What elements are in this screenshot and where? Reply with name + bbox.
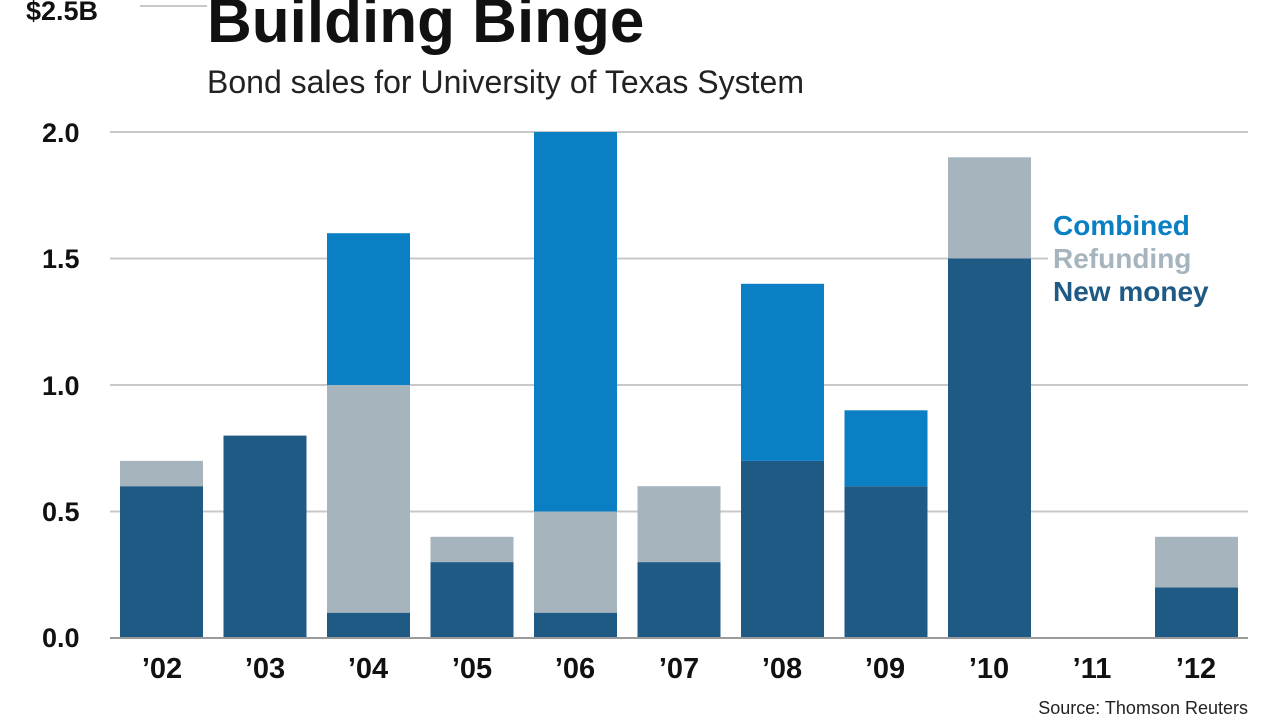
bar-segment-refunding — [637, 486, 721, 563]
bar-segment-refunding — [430, 536, 514, 563]
y-tick-label: 2.0 — [42, 118, 80, 148]
bars — [120, 132, 1238, 638]
bar-segment-combined — [327, 233, 410, 385]
bar-segment-refunding — [120, 460, 203, 487]
y-tick-label: 1.0 — [42, 371, 80, 401]
x-tick-label: ’05 — [452, 653, 492, 685]
bar-segment-combined — [741, 283, 824, 461]
bar-segment-new-money — [637, 562, 721, 638]
legend-background — [1048, 208, 1248, 308]
x-tick-label: ’09 — [865, 653, 905, 685]
y-tick-label: 0.5 — [42, 497, 80, 527]
bar-segment-new-money — [327, 612, 410, 638]
bar-segment-new-money — [534, 612, 617, 638]
bar-segment-new-money — [430, 562, 514, 638]
bar-segment-refunding — [327, 385, 410, 613]
legend-item-refunding: Refunding — [1053, 243, 1191, 274]
bar-segment-new-money — [223, 435, 307, 638]
legend: Combined Refunding New money — [1053, 210, 1209, 307]
x-tick-label: ’03 — [245, 653, 285, 685]
legend-item-combined: Combined — [1053, 210, 1190, 241]
x-tick-label: ’07 — [659, 653, 699, 685]
chart-title: Building Binge — [207, 0, 644, 56]
x-tick-label: ’02 — [142, 653, 182, 685]
bar-segment-combined — [844, 410, 928, 487]
bar-segment-combined — [534, 132, 617, 512]
y-tick-label: 1.5 — [42, 244, 80, 274]
bar-segment-refunding — [948, 157, 1031, 259]
bar-segment-new-money — [120, 486, 203, 638]
x-tick-label: ’12 — [1176, 653, 1216, 685]
y-unit-label: $2.5B — [26, 0, 98, 26]
x-tick-label: ’08 — [762, 653, 802, 685]
x-tick-label: ’04 — [348, 653, 388, 685]
bar-segment-refunding — [534, 511, 617, 613]
chart-subtitle: Bond sales for University of Texas Syste… — [207, 64, 804, 100]
source-note: Source: Thomson Reuters — [1038, 698, 1248, 718]
bar-segment-new-money — [948, 258, 1031, 638]
x-axis-ticks: ’02 ’03 ’04 ’05 ’06 ’07 ’08 ’09 ’10 ’11 … — [142, 653, 1216, 685]
legend-item-new-money: New money — [1053, 276, 1209, 307]
bar-segment-new-money — [1155, 587, 1238, 638]
bar-segment-new-money — [844, 486, 928, 638]
x-tick-label: ’10 — [969, 653, 1009, 685]
y-axis-ticks: 2.0 1.5 1.0 0.5 0.0 — [42, 118, 80, 653]
y-tick-label: 0.0 — [42, 623, 80, 653]
bar-segment-new-money — [741, 460, 824, 638]
bar-segment-refunding — [1155, 536, 1238, 588]
x-tick-label: ’11 — [1073, 653, 1112, 685]
x-tick-label: ’06 — [555, 653, 595, 685]
